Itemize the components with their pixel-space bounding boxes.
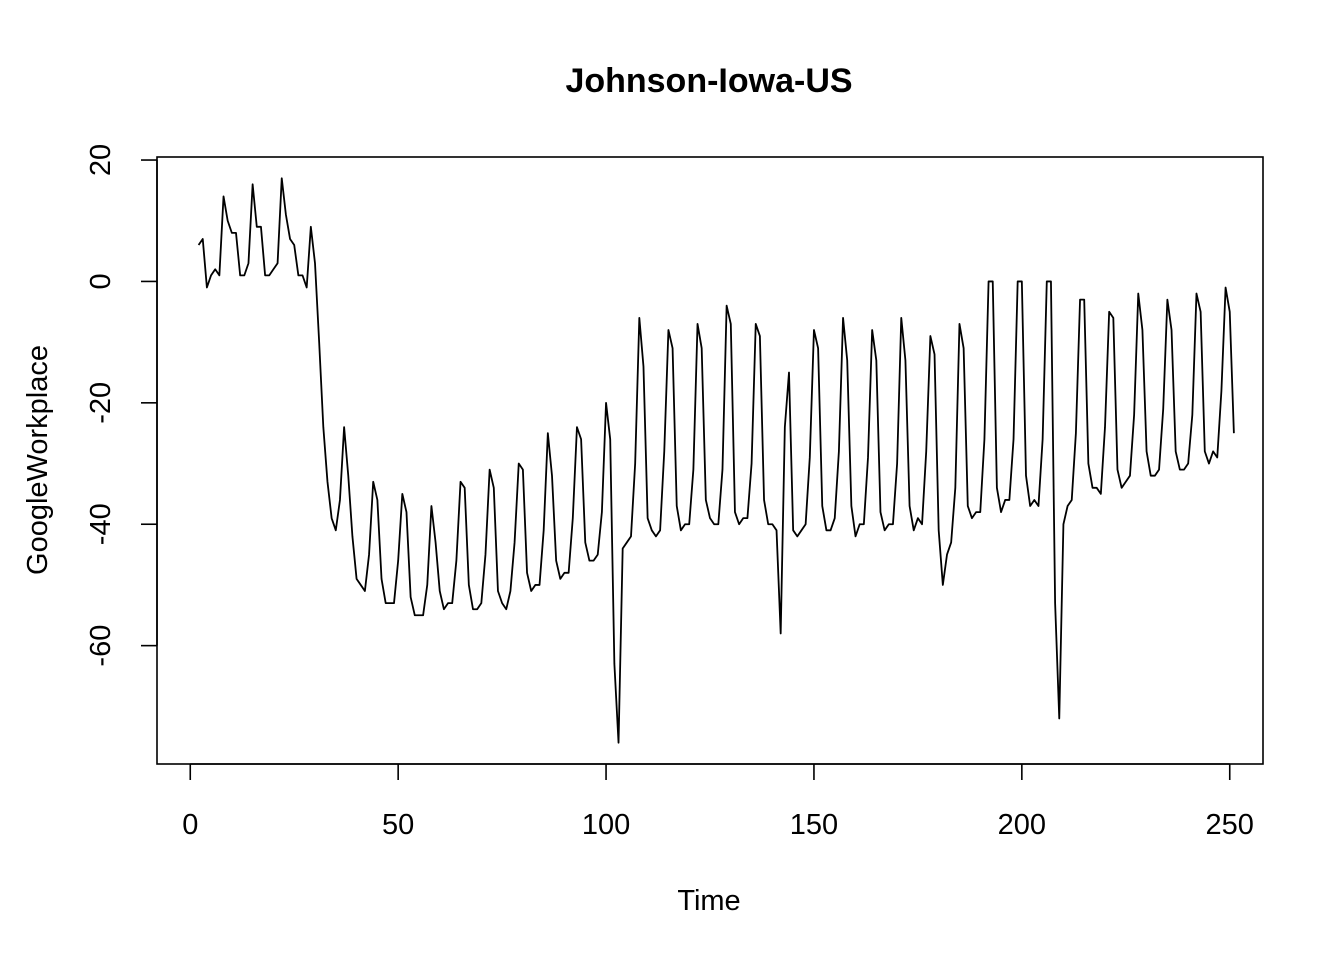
y-tick-label: -40 xyxy=(85,503,117,545)
series-line xyxy=(197,177,1235,744)
x-tick-label: 50 xyxy=(382,809,414,841)
y-tick-label: -60 xyxy=(85,625,117,667)
x-tick-label: 100 xyxy=(582,809,630,841)
chart-title: Johnson-Iowa-US xyxy=(565,62,852,100)
x-tick-label: 0 xyxy=(182,809,198,841)
x-axis-label: Time xyxy=(677,885,740,917)
x-tick-label: 150 xyxy=(790,809,838,841)
series-layer xyxy=(197,177,1235,744)
x-axis: 0 50 100 150 200 250 xyxy=(182,763,1254,841)
y-tick-label: 0 xyxy=(85,273,117,289)
y-tick-label: -20 xyxy=(85,382,117,424)
y-tick-label: 20 xyxy=(85,144,117,176)
x-tick-label: 200 xyxy=(998,809,1046,841)
y-axis: -60 -40 -20 0 20 xyxy=(85,144,158,667)
x-tick-label: 250 xyxy=(1206,809,1254,841)
y-axis-label: GoogleWorkplace xyxy=(22,345,54,575)
plot-frame xyxy=(156,156,1264,765)
